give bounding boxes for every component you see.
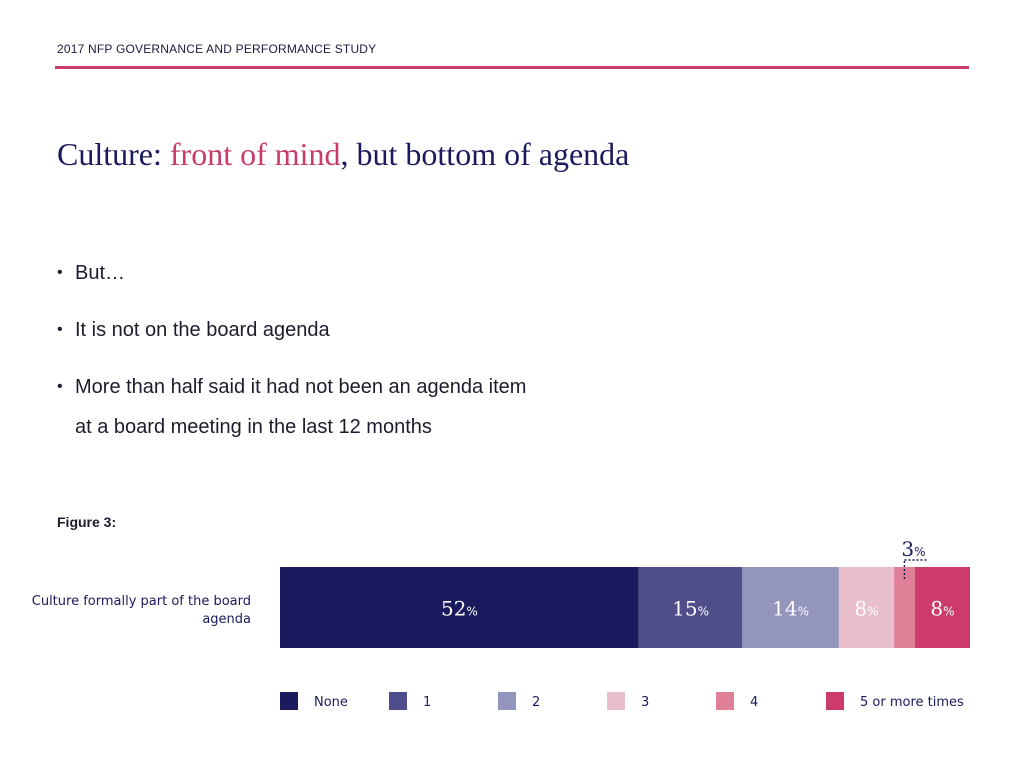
category-label: Culture formally part of the board	[32, 594, 251, 609]
header-divider	[55, 66, 969, 69]
data-label: 52%	[441, 597, 478, 621]
title-suffix: , but bottom of agenda	[340, 136, 630, 172]
legend-swatch	[607, 692, 625, 710]
bullet-list: But… It is not on the board agenda More …	[57, 258, 697, 469]
bullet-text: It is not on the board agenda	[75, 319, 330, 341]
bar-segment-6	[914, 567, 970, 648]
data-label: 3%	[901, 537, 925, 561]
bar-segment-5	[894, 567, 915, 648]
legend-label: 3	[641, 695, 649, 710]
data-label: 8%	[854, 597, 878, 621]
bullet-text: But…	[75, 262, 126, 284]
bar-segment-3	[742, 567, 839, 648]
figure-label: Figure 3:	[57, 514, 117, 530]
legend-label: None	[314, 695, 348, 710]
bullet-item: More than half said it had not been an a…	[57, 372, 697, 442]
legend-label: 4	[750, 695, 758, 710]
title-prefix: Culture:	[57, 136, 170, 172]
bullet-text-line1: More than half said it had not been an a…	[75, 376, 527, 398]
bar-segment-4	[838, 567, 895, 648]
stacked-bar-chart: Culture formally part of the board agenda…	[32, 537, 970, 710]
legend-label: 1	[423, 695, 431, 710]
title-accent: front of mind	[169, 136, 341, 172]
legend-swatch	[280, 692, 298, 710]
category-label: agenda	[202, 612, 251, 627]
bar-segment-1	[280, 567, 639, 648]
legend-swatch	[826, 692, 844, 710]
bar-segment-2	[638, 567, 743, 648]
bullet-item: But…	[57, 258, 697, 288]
page-title: Culture: front of mind, but bottom of ag…	[57, 136, 629, 173]
bullet-item: It is not on the board agenda	[57, 315, 697, 345]
legend-label: 5 or more times	[860, 695, 964, 710]
legend-label: 2	[532, 695, 540, 710]
legend-swatch	[389, 692, 407, 710]
report-header: 2017 NFP GOVERNANCE AND PERFORMANCE STUD…	[57, 42, 377, 56]
data-label: 15%	[672, 597, 709, 621]
data-label: 8%	[930, 597, 954, 621]
legend-swatch	[716, 692, 734, 710]
bullet-text-line2: at a board meeting in the last 12 months	[75, 416, 432, 438]
legend-swatch	[498, 692, 516, 710]
data-label: 14%	[772, 597, 809, 621]
